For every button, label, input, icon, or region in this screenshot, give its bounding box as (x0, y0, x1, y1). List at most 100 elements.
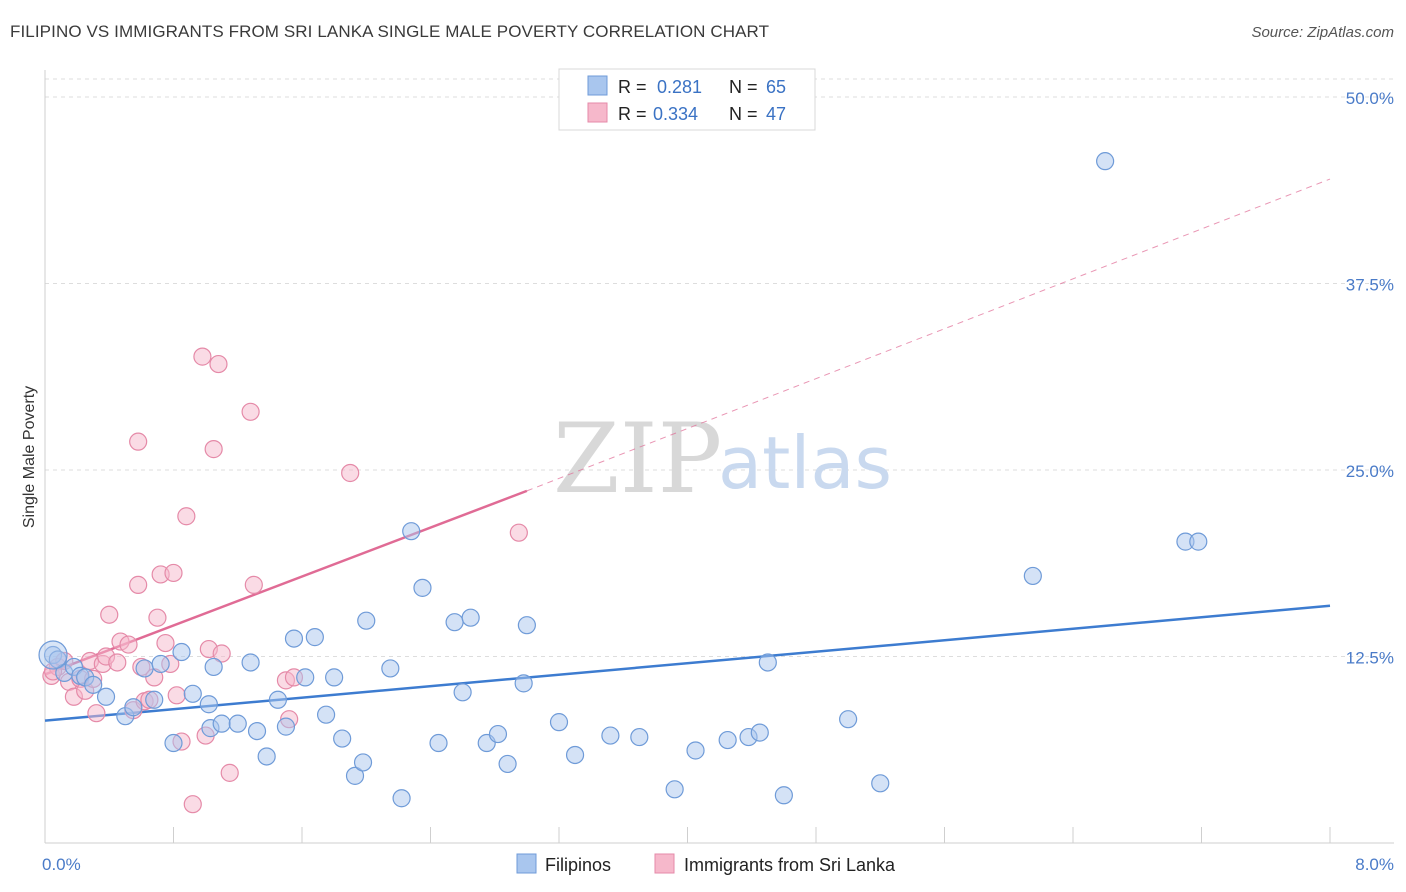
point-filipinos (284, 629, 304, 648)
point-filipinos (247, 721, 267, 741)
point-sri-lanka (204, 440, 223, 459)
point-filipinos (445, 613, 464, 632)
x-tick-label-min: 0.0% (42, 855, 81, 874)
point-sri-lanka (193, 347, 212, 366)
point-sri-lanka (509, 523, 528, 542)
bottom-legend-swatch-sri-lanka (654, 853, 675, 874)
point-filipinos (392, 789, 411, 808)
point-filipinos (325, 668, 344, 687)
point-sri-lanka (177, 507, 196, 526)
source-credit: Source: ZipAtlas.com (1251, 24, 1394, 41)
point-filipinos (630, 727, 649, 747)
point-filipinos (413, 578, 432, 597)
bottom-legend-label-sri-lanka: Immigrants from Sri Lanka (684, 855, 896, 875)
point-sri-lanka (100, 605, 119, 624)
point-filipinos (124, 698, 143, 717)
bottom-legend-swatch-filipinos (516, 853, 537, 874)
point-filipinos (204, 657, 223, 677)
y-axis-label: Single Male Poverty (21, 386, 38, 528)
point-sri-lanka (167, 686, 186, 705)
point-filipinos (305, 628, 324, 647)
point-filipinos (750, 723, 769, 742)
point-sri-lanka (183, 795, 202, 814)
point-filipinos (839, 710, 858, 729)
x-tick-label-max: 8.0% (1355, 855, 1394, 874)
watermark: ZIP atlas (553, 403, 892, 515)
point-filipinos (758, 653, 777, 672)
series-sri-lanka-points (42, 347, 528, 814)
legend-n-value-filipinos: 65 (766, 77, 786, 97)
series-filipinos-points (38, 152, 1208, 808)
point-sri-lanka (108, 653, 127, 672)
point-filipinos (1096, 152, 1115, 171)
point-filipinos (84, 675, 103, 694)
point-filipinos (686, 741, 705, 760)
bottom-legend: Filipinos Immigrants from Sri Lanka (516, 853, 896, 875)
point-filipinos (1023, 566, 1042, 586)
point-filipinos (514, 674, 533, 693)
point-filipinos (718, 730, 737, 750)
point-filipinos (353, 753, 373, 772)
point-filipinos (381, 659, 400, 678)
point-sri-lanka (241, 402, 260, 421)
grid-lines (45, 78, 1394, 657)
point-filipinos (199, 695, 218, 714)
point-filipinos (241, 653, 260, 672)
point-filipinos (549, 713, 569, 732)
top-legend: R = 0.281 N = 65 R = 0.334 N = 47 (558, 68, 816, 131)
point-sri-lanka (87, 704, 106, 723)
y-axis-tick-labels: 12.5% 25.0% 37.5% 50.0% (1346, 89, 1394, 668)
point-filipinos (498, 754, 517, 774)
point-filipinos (212, 714, 231, 733)
watermark-zip: ZIP (553, 403, 722, 515)
x-axis-ticks (44, 827, 1331, 843)
point-filipinos (665, 780, 684, 799)
point-filipinos (871, 774, 890, 793)
point-filipinos (172, 642, 191, 662)
point-sri-lanka (164, 563, 183, 583)
point-filipinos (151, 654, 170, 674)
point-sri-lanka (244, 575, 263, 594)
point-filipinos (145, 690, 164, 709)
bottom-legend-label-filipinos: Filipinos (545, 855, 611, 875)
point-filipinos (565, 745, 585, 765)
point-sri-lanka (129, 432, 148, 451)
point-sri-lanka (129, 575, 148, 594)
point-filipinos (296, 668, 315, 687)
point-filipinos (453, 683, 472, 702)
point-filipinos (183, 684, 202, 703)
legend-r-label-sri-lanka: R = (618, 104, 647, 124)
point-sri-lanka (148, 608, 167, 627)
point-filipinos (601, 726, 620, 745)
point-filipinos (429, 733, 448, 753)
point-filipinos (488, 724, 508, 744)
legend-r-value-sri-lanka: 0.334 (653, 104, 698, 124)
y-tick-label: 25.0% (1346, 462, 1394, 481)
point-filipinos (774, 786, 793, 805)
point-filipinos (276, 717, 296, 736)
trend-line-filipinos (44, 604, 1331, 722)
point-filipinos (333, 729, 352, 748)
y-tick-label: 50.0% (1346, 89, 1394, 108)
point-sri-lanka (156, 633, 175, 653)
point-filipinos (461, 608, 480, 627)
point-filipinos (164, 733, 183, 753)
point-sri-lanka (212, 644, 231, 663)
point-sri-lanka (220, 763, 239, 782)
legend-n-label-sri-lanka: N = (729, 104, 758, 124)
legend-n-value-sri-lanka: 47 (766, 104, 786, 124)
point-filipinos (517, 616, 536, 635)
point-sri-lanka (341, 463, 360, 483)
legend-n-label-filipinos: N = (729, 77, 758, 97)
legend-swatch-sri-lanka (587, 102, 608, 123)
legend-r-label-filipinos: R = (618, 77, 647, 97)
y-tick-label: 12.5% (1346, 649, 1394, 668)
point-filipinos (257, 747, 276, 766)
point-filipinos (345, 766, 365, 785)
legend-swatch-filipinos (587, 75, 608, 96)
point-filipinos (357, 611, 376, 630)
y-tick-label: 37.5% (1346, 276, 1394, 295)
trend-line-sri-lanka-extension (526, 178, 1331, 492)
point-filipinos (402, 522, 421, 541)
